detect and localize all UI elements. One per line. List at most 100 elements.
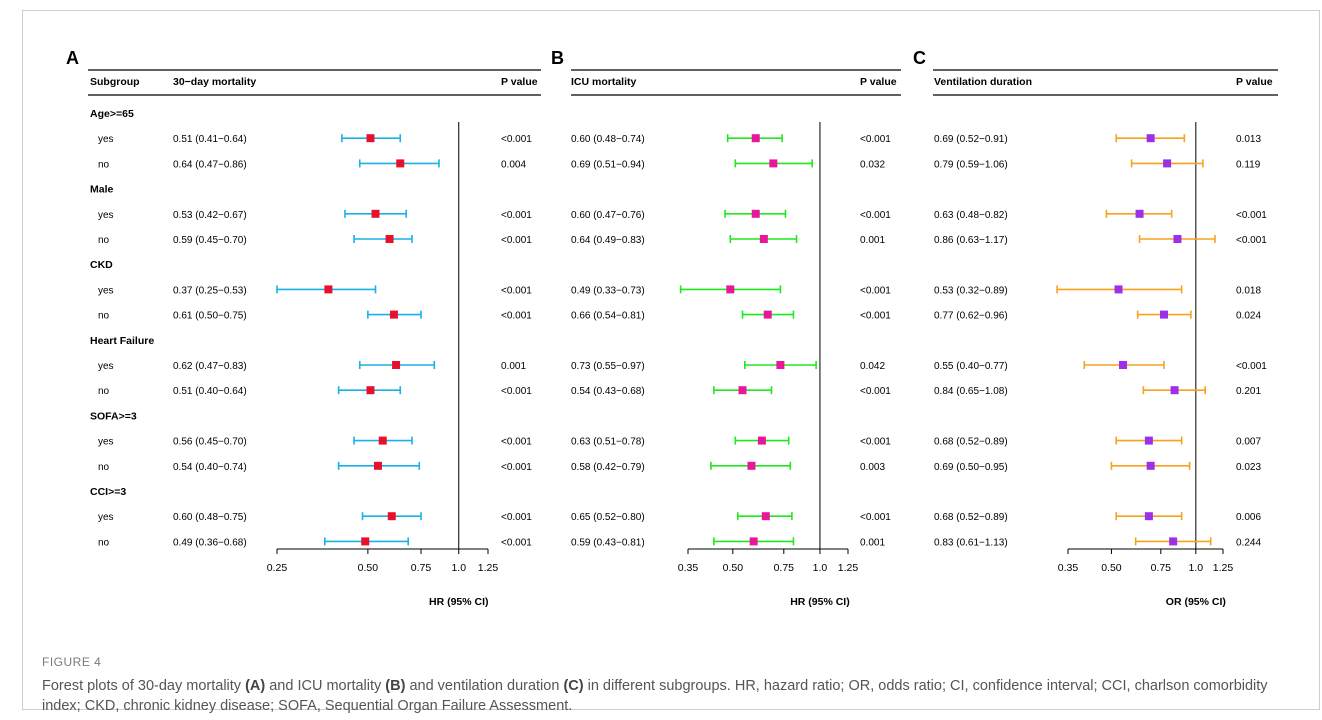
panel-a-pvalue-text: <0.001 <box>501 235 532 246</box>
panel-a-estimate-text: 0.51 (0.41−0.64) <box>173 134 247 145</box>
panel-b-estimate-text: 0.49 (0.33−0.73) <box>571 285 645 296</box>
panel-a-point-marker <box>373 461 382 470</box>
panel-a-x-axis-label: HR (95% CI) <box>429 596 489 608</box>
panel-c-pvalue-header: P value <box>1236 76 1273 88</box>
panel-c-x-tick-label: 1.0 <box>1189 562 1204 574</box>
panel-b-pvalue-text: <0.001 <box>860 285 891 296</box>
group-label: CKD <box>90 259 113 271</box>
panel-b-pvalue-text: <0.001 <box>860 512 891 523</box>
panel-a-point-marker <box>366 386 375 395</box>
panel-b-x-axis-label: HR (95% CI) <box>790 596 850 608</box>
panel-a-estimate-text: 0.53 (0.42−0.67) <box>173 210 247 221</box>
panel-b-estimate-text: 0.59 (0.43−0.81) <box>571 537 645 548</box>
panel-c-pvalue-text: 0.013 <box>1236 134 1261 145</box>
panel-b-estimate-text: 0.63 (0.51−0.78) <box>571 437 645 448</box>
panel-c-estimate-text: 0.69 (0.52−0.91) <box>934 134 1008 145</box>
panel-a-pvalue-text: <0.001 <box>501 386 532 397</box>
panel-c-estimate-text: 0.83 (0.61−1.13) <box>934 537 1008 548</box>
panel-a-pvalue-text: 0.004 <box>501 159 526 170</box>
panel-b-estimate-text: 0.73 (0.55−0.97) <box>571 361 645 372</box>
panel-c-x-tick-label: 0.75 <box>1151 562 1172 574</box>
figure-label: FIGURE 4 <box>42 655 102 669</box>
panel-a-point-marker <box>371 209 380 218</box>
panel-b-pvalue-text: 0.003 <box>860 462 885 473</box>
group-label: Heart Failure <box>90 335 154 347</box>
panel-b-x-tick-label: 1.0 <box>813 562 828 574</box>
panel-b-point-marker <box>759 235 768 243</box>
panel-b-point-marker <box>769 159 778 168</box>
caption-ref-a: (A) <box>245 678 266 694</box>
row-label: no <box>98 159 110 170</box>
panel-c-pvalue-text: <0.001 <box>1236 361 1267 372</box>
panel-c-point-marker <box>1163 159 1172 168</box>
caption-text-3: and ventilation duration <box>405 678 564 694</box>
panel-b-pvalue-text: 0.032 <box>860 159 885 170</box>
panel-c-point-marker <box>1144 436 1153 445</box>
panel-c-estimate-text: 0.79 (0.59−1.06) <box>934 159 1008 170</box>
row-label: no <box>98 386 110 397</box>
panel-c-estimate-text: 0.53 (0.32−0.89) <box>934 285 1008 296</box>
panel-a-x-tick-label: 0.50 <box>358 562 379 574</box>
group-label: SOFA>=3 <box>90 410 137 422</box>
subgroup-header: Subgroup <box>90 76 140 88</box>
panel-c-pvalue-text: <0.001 <box>1236 210 1267 221</box>
panel-b-pvalue-text: <0.001 <box>860 386 891 397</box>
panel-c-estimate-text: 0.77 (0.62−0.96) <box>934 311 1008 322</box>
panel-b-pvalue-text: 0.001 <box>860 235 885 246</box>
panel-c-point-marker <box>1160 310 1169 319</box>
panel-b-pvalue-header: P value <box>860 76 897 88</box>
row-label: yes <box>98 210 114 221</box>
panel-b-point-marker <box>761 512 770 521</box>
panel-b-x-tick-label: 0.50 <box>723 562 744 574</box>
panel-a-pvalue-text: 0.001 <box>501 361 526 372</box>
panel-b-x-tick-label: 0.35 <box>678 562 699 574</box>
panel-c-estimate-text: 0.55 (0.40−0.77) <box>934 361 1008 372</box>
caption-text-2: and ICU mortality <box>265 678 386 694</box>
panel-a-estimate-text: 0.60 (0.48−0.75) <box>173 512 247 523</box>
caption-ref-c: (C) <box>563 678 584 694</box>
row-label: no <box>98 311 110 322</box>
panel-b-pvalue-text: <0.001 <box>860 134 891 145</box>
panel-b-estimate-text: 0.54 (0.43−0.68) <box>571 386 645 397</box>
panel-c-point-marker <box>1170 386 1179 395</box>
row-label: no <box>98 462 110 473</box>
panel-c-pvalue-text: 0.007 <box>1236 437 1261 448</box>
panel-b-letter: B <box>551 48 564 68</box>
panel-a-point-marker <box>378 436 387 445</box>
panel-a-point-marker <box>385 235 394 243</box>
panel-a-x-tick-label: 0.25 <box>267 562 288 574</box>
panel-b-estimate-text: 0.69 (0.51−0.94) <box>571 159 645 170</box>
caption-text-4: in different subgroups. HR, hazard ratio… <box>42 678 1268 714</box>
row-label: yes <box>98 285 114 296</box>
panel-b-estimate-text: 0.65 (0.52−0.80) <box>571 512 645 523</box>
panel-a-point-marker <box>366 134 375 143</box>
panel-c-estimate-text: 0.68 (0.52−0.89) <box>934 437 1008 448</box>
panel-c-estimate-text: 0.86 (0.63−1.17) <box>934 235 1008 246</box>
panel-a-pvalue-text: <0.001 <box>501 311 532 322</box>
panel-c-point-marker <box>1119 361 1128 369</box>
panel-b-point-marker <box>738 386 747 395</box>
group-label: Male <box>90 184 114 196</box>
panel-a-estimate-text: 0.37 (0.25−0.53) <box>173 285 247 296</box>
panel-c-pvalue-text: 0.023 <box>1236 462 1261 473</box>
panel-c-letter: C <box>913 48 926 68</box>
group-label: Age>=65 <box>90 108 134 120</box>
panel-b-outcome-header: ICU mortality <box>571 76 637 88</box>
panel-b-point-marker <box>726 285 735 294</box>
panel-a-pvalue-text: <0.001 <box>501 462 532 473</box>
panel-a-estimate-text: 0.61 (0.50−0.75) <box>173 311 247 322</box>
panel-b-point-marker <box>776 361 785 369</box>
panel-c-point-marker <box>1146 461 1155 470</box>
panel-a-estimate-text: 0.54 (0.40−0.74) <box>173 462 247 473</box>
panel-b-point-marker <box>751 134 760 143</box>
panel-a-x-tick-label: 1.25 <box>478 562 499 574</box>
panel-a-point-marker <box>392 361 401 369</box>
panel-c-x-axis-label: OR (95% CI) <box>1166 596 1226 608</box>
row-label: no <box>98 235 110 246</box>
panel-b-pvalue-text: 0.042 <box>860 361 885 372</box>
panel-a-pvalue-text: <0.001 <box>501 537 532 548</box>
panel-b-estimate-text: 0.58 (0.42−0.79) <box>571 462 645 473</box>
row-label: no <box>98 537 110 548</box>
panel-a-x-tick-label: 0.75 <box>411 562 432 574</box>
group-label: CCI>=3 <box>90 486 126 498</box>
